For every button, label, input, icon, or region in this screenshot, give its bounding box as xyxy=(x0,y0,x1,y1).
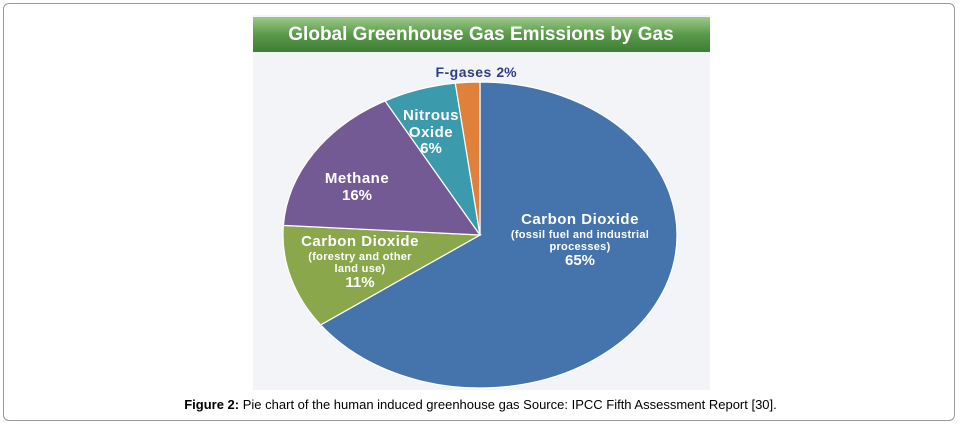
pie-slice xyxy=(454,81,481,236)
pie-slice xyxy=(282,224,483,326)
value-label: 16% xyxy=(341,186,373,204)
slice-label: Carbon Dioxide (forestry and other land u… xyxy=(295,233,425,291)
category-label: Methane xyxy=(324,170,390,187)
title-bar xyxy=(253,17,710,52)
value-label: 2% xyxy=(496,64,517,80)
value-label: 65% xyxy=(564,251,596,269)
category-label: Carbon Dioxide xyxy=(521,211,639,228)
chart: Global Greenhouse Gas Emissions by Gas xyxy=(253,15,710,390)
description-label: (forestry and other land use) xyxy=(308,250,412,275)
value-label: 11% xyxy=(345,273,375,291)
caption: Figure 2: Pie chart of the human induced… xyxy=(0,397,961,412)
slice-label: F-gases 2% xyxy=(416,64,536,82)
category-label: Carbon Dioxide xyxy=(301,233,419,250)
figure-frame xyxy=(3,3,955,421)
category-label: Nitrous Oxide xyxy=(403,107,459,141)
slice-label: Carbon Dioxide (fossil fuel and industria… xyxy=(495,211,665,269)
description-label: (fossil fuel and industrial processes) xyxy=(510,228,650,253)
pie-slice xyxy=(282,100,482,236)
slice-label: Methane 16% xyxy=(302,170,412,204)
slice-label: Nitrous Oxide 6% xyxy=(396,107,466,158)
caption-text: Pie chart of the human induced greenhous… xyxy=(242,397,777,412)
value-label: 6% xyxy=(420,140,442,157)
pie-slice xyxy=(319,81,678,389)
category-label: F-gases xyxy=(435,64,492,80)
chart-title: Global Greenhouse Gas Emissions by Gas xyxy=(288,24,673,45)
caption-label: Figure 2: xyxy=(184,397,240,412)
